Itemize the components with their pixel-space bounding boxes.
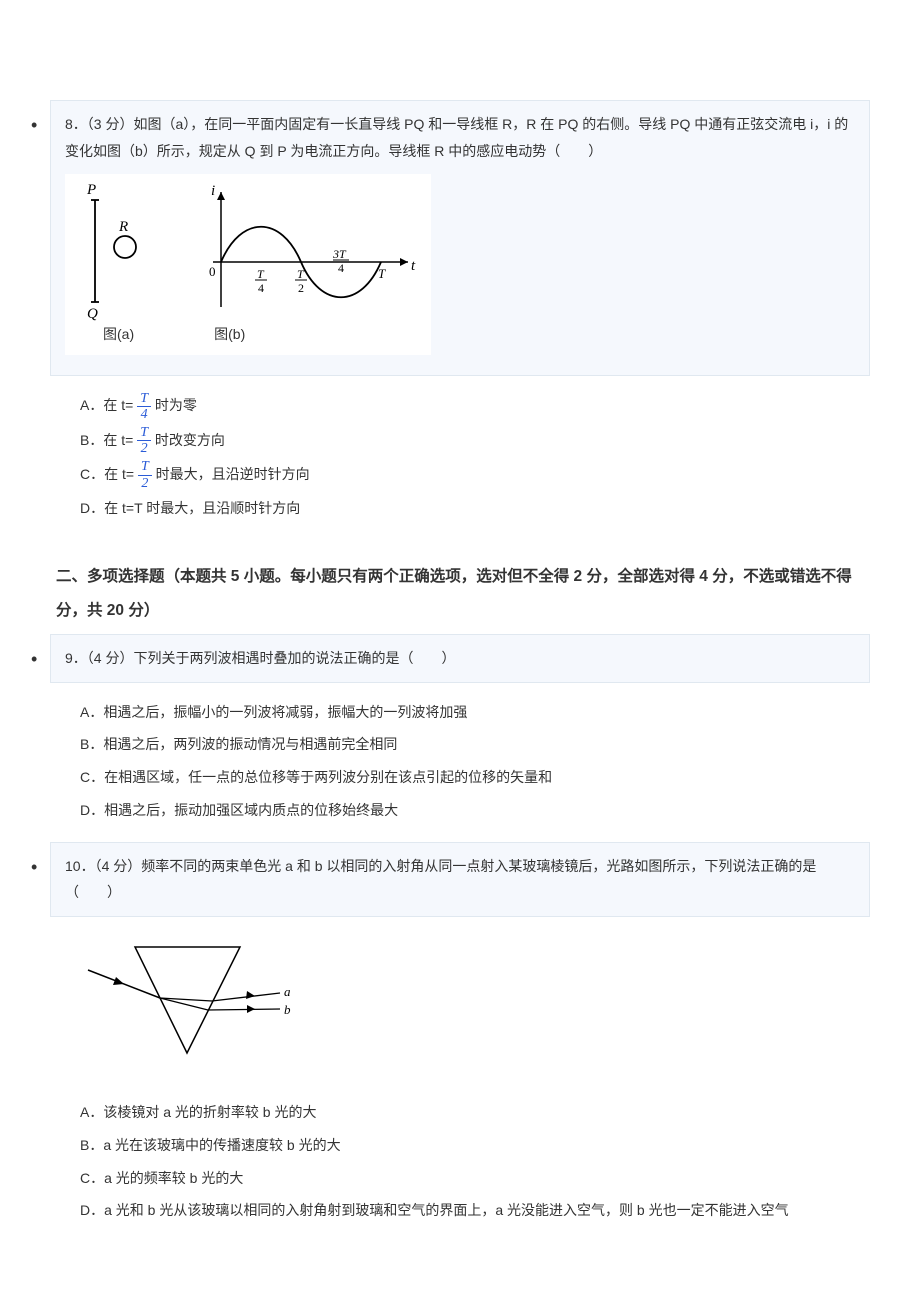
question-8-stem: 8．（3 分）如图（a），在同一平面内固定有一长直导线 PQ 和一导线框 R，R…: [65, 111, 855, 164]
question-8-block: 8．（3 分）如图（a），在同一平面内固定有一长直导线 PQ 和一导线框 R，R…: [50, 100, 870, 376]
q8-points: 3 分: [94, 116, 120, 132]
q8-svg-row: P Q R i t 0 T 4: [73, 182, 423, 322]
fig-b-caption: 图(b): [214, 322, 245, 347]
fig-b-tick-t2-den: 2: [298, 281, 304, 295]
question-10-block: 10．（4 分）频率不同的两束单色光 a 和 b 以相同的入射角从同一点射入某玻…: [50, 842, 870, 917]
q8-fig-a-svg: P Q R: [73, 182, 163, 322]
fig-b-tick-t: T: [378, 266, 386, 281]
q10-options: A．该棱镜对 a 光的折射率较 b 光的大 B．a 光在该玻璃中的传播速度较 b…: [50, 1083, 870, 1242]
fig-a-label-p: P: [86, 182, 96, 198]
q10-number: 10．（4 分）: [65, 858, 141, 874]
q8-options: A．在 t= T4 时为零 B．在 t= T2 时改变方向 C．在 t= T2 …: [50, 376, 870, 539]
q8-c-prefix: C．在 t=: [80, 466, 134, 482]
fig-b-ylabel: i: [211, 183, 215, 199]
q9-number: 9．（4 分）: [65, 650, 133, 666]
q8-option-d: D．在 t=T 时最大，且沿顺时针方向: [80, 493, 864, 524]
q9-text: 下列关于两列波相遇时叠加的说法正确的是（ ）: [133, 650, 455, 666]
q8-figure: P Q R i t 0 T 4: [65, 174, 431, 355]
q10-option-c: C．a 光的频率较 b 光的大: [80, 1163, 864, 1194]
q10-label-a: a: [284, 984, 291, 999]
q10-figure-wrap: a b: [50, 925, 870, 1083]
q8-option-b: B．在 t= T2 时改变方向: [80, 425, 864, 457]
q10-label-b: b: [284, 1002, 291, 1017]
q8-option-c: C．在 t= T2 时最大，且沿逆时针方向: [80, 459, 864, 491]
q8-b-suffix: 时改变方向: [155, 432, 225, 448]
fig-b-tick-3t4-num: 3T: [332, 247, 347, 261]
q8-c-suffix: 时最大，且沿逆时针方向: [156, 466, 310, 482]
q9-option-c: C．在相遇区域，任一点的总位移等于两列波分别在该点引起的位移的矢量和: [80, 762, 864, 793]
q8-c-num: T: [138, 459, 152, 475]
q10-option-b: B．a 光在该玻璃中的传播速度较 b 光的大: [80, 1130, 864, 1161]
q8-c-den: 2: [138, 476, 152, 491]
fig-a-caption: 图(a): [103, 322, 134, 347]
q10-option-a: A．该棱镜对 a 光的折射率较 b 光的大: [80, 1097, 864, 1128]
fig-a-label-r: R: [118, 219, 128, 235]
q10-fig-svg: a b: [80, 935, 300, 1065]
fig-a-label-q: Q: [87, 306, 98, 322]
q8-a-num: T: [137, 391, 151, 407]
q8-b-num: T: [137, 425, 151, 441]
q10-figure: a b: [80, 935, 300, 1065]
q10-text: 频率不同的两束单色光 a 和 b 以相同的入射角从同一点射入某玻璃棱镜后，光路如…: [65, 858, 816, 901]
q8-c-frac: T2: [138, 459, 152, 491]
q9-options: A．相遇之后，振幅小的一列波将减弱，振幅大的一列波将加强 B．相遇之后，两列波的…: [50, 683, 870, 842]
q8-b-den: 2: [137, 441, 151, 456]
q8-fig-b-svg: i t 0 T 4 T 2 3T 4 T: [183, 182, 423, 322]
fig-b-tick-t4-den: 4: [258, 281, 264, 295]
q8-b-frac: T2: [137, 425, 151, 457]
fig-b-origin: 0: [209, 264, 216, 279]
fig-b-tick-3t4-den: 4: [338, 261, 344, 275]
q10-points: 4 分: [102, 858, 128, 874]
section-2-header: 二、多项选择题（本题共 5 小题。每小题只有两个正确选项，选对但不全得 2 分，…: [56, 560, 864, 628]
question-9-block: 9．（4 分）下列关于两列波相遇时叠加的说法正确的是（ ）: [50, 634, 870, 683]
q8-b-prefix: B．在 t=: [80, 432, 133, 448]
q8-text: 如图（a），在同一平面内固定有一长直导线 PQ 和一导线框 R，R 在 PQ 的…: [65, 116, 848, 159]
q10-option-d: D．a 光和 b 光从该玻璃以相同的入射角射到玻璃和空气的界面上，a 光没能进入…: [80, 1195, 864, 1226]
q9-option-d: D．相遇之后，振动加强区域内质点的位移始终最大: [80, 795, 864, 826]
q8-a-frac: T4: [137, 391, 151, 423]
q9-option-b: B．相遇之后，两列波的振动情况与相遇前完全相同: [80, 729, 864, 760]
q8-a-den: 4: [137, 407, 151, 422]
q8-number: 8．（3 分）: [65, 116, 133, 132]
q9-option-a: A．相遇之后，振幅小的一列波将减弱，振幅大的一列波将加强: [80, 697, 864, 728]
q8-option-a: A．在 t= T4 时为零: [80, 390, 864, 422]
fig-b-xlabel: t: [411, 258, 416, 274]
q8-a-suffix: 时为零: [155, 397, 197, 413]
question-9-stem: 9．（4 分）下列关于两列波相遇时叠加的说法正确的是（ ）: [65, 645, 855, 672]
q9-points: 4 分: [94, 650, 120, 666]
q8-a-prefix: A．在 t=: [80, 397, 133, 413]
question-10-stem: 10．（4 分）频率不同的两束单色光 a 和 b 以相同的入射角从同一点射入某玻…: [65, 853, 855, 906]
fig-b-tick-t4-num: T: [257, 267, 265, 281]
q8-fig-captions: 图(a) 图(b): [73, 322, 423, 347]
